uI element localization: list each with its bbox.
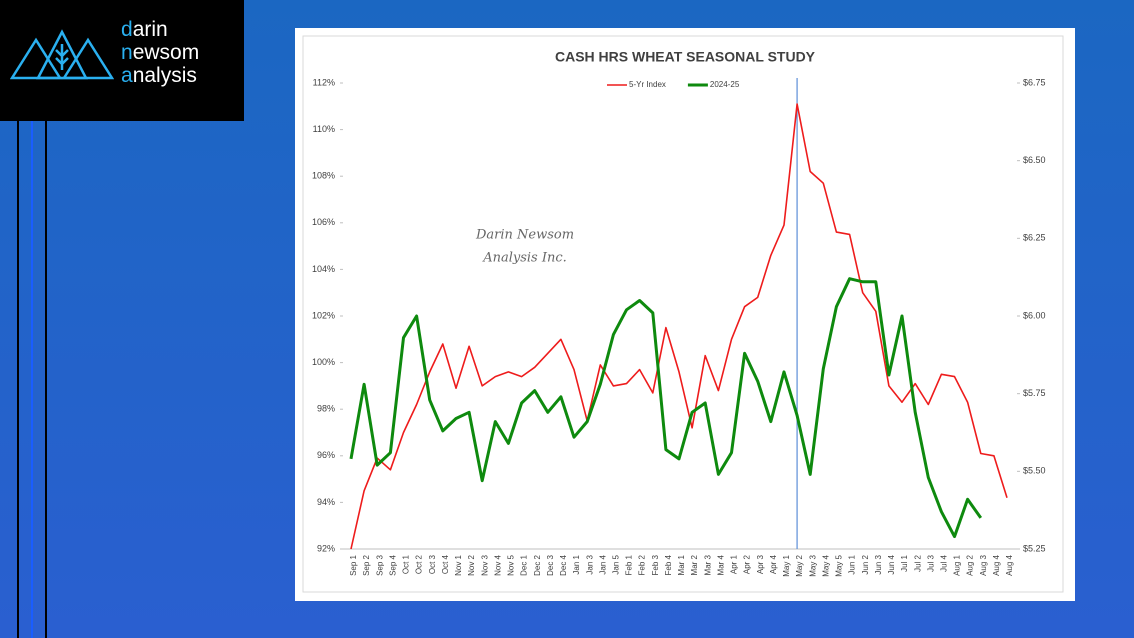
x-tick-label: Dec 2 (533, 554, 542, 575)
x-tick-label: May 5 (835, 554, 844, 576)
x-tick-label: Mar 4 (716, 554, 725, 575)
y-tick-label: 106% (312, 217, 335, 227)
y-tick-label: 110% (313, 124, 335, 134)
logo-word: newsom (121, 41, 200, 64)
x-tick-label: Jun 1 (848, 554, 857, 574)
x-tick-label: Aug 3 (979, 554, 988, 575)
chart-title: CASH HRS WHEAT SEASONAL STUDY (555, 49, 816, 65)
y2-tick-label: $6.50 (1023, 155, 1046, 165)
x-tick-label: Sep 1 (349, 554, 358, 575)
y2-tick-label: $6.00 (1023, 310, 1046, 320)
legend-label: 2024-25 (710, 80, 740, 89)
logo: darin newsom analysis (0, 0, 244, 121)
x-tick-label: May 3 (808, 554, 817, 576)
x-tick-label: Oct 1 (402, 554, 411, 574)
y-tick-label: 112% (313, 77, 335, 87)
x-tick-label: Aug 2 (966, 554, 975, 575)
x-tick-label: Feb 2 (638, 554, 647, 575)
x-tick-label: Dec 3 (546, 554, 555, 575)
x-tick-label: Oct 3 (428, 554, 437, 574)
logo-word: analysis (121, 64, 197, 87)
x-tick-label: Apr 4 (769, 554, 778, 574)
x-tick-label: Feb 3 (651, 554, 660, 575)
x-tick-label: Jan 5 (612, 554, 621, 574)
y2-tick-label: $5.50 (1023, 466, 1046, 476)
x-tick-label: Jan 1 (572, 554, 581, 574)
y-tick-label: 104% (312, 264, 335, 274)
x-tick-label: Apr 3 (756, 554, 765, 574)
chart: CASH HRS WHEAT SEASONAL STUDY Darin News… (302, 35, 1064, 593)
x-tick-label: Jul 1 (900, 554, 909, 571)
x-tick-label: Jun 3 (874, 554, 883, 574)
y2-tick-label: $6.75 (1023, 77, 1046, 87)
y-tick-label: 102% (312, 310, 335, 320)
x-tick-label: Dec 4 (559, 554, 568, 575)
y-tick-label: 98% (317, 404, 335, 414)
decor-line (17, 121, 19, 638)
x-tick-label: Nov 5 (507, 554, 516, 575)
x-tick-label: May 4 (821, 554, 830, 576)
chart-panel: CASH HRS WHEAT SEASONAL STUDY Darin News… (295, 28, 1075, 601)
y2-tick-label: $5.25 (1023, 543, 1046, 553)
legend-label: 5-Yr Index (629, 80, 666, 89)
x-tick-label: Jan 3 (585, 554, 594, 574)
y-tick-label: 92% (317, 543, 335, 553)
series-line (349, 277, 983, 539)
x-tick-label: Aug 1 (953, 554, 962, 575)
x-tick-label: Nov 4 (493, 554, 502, 575)
x-tick-label: Jun 4 (887, 554, 896, 574)
x-tick-label: May 2 (795, 554, 804, 576)
x-tick-label: Mar 3 (703, 554, 712, 575)
x-tick-label: Feb 1 (625, 554, 634, 575)
logo-icon (10, 29, 114, 80)
x-tick-label: Apr 2 (743, 554, 752, 574)
y-tick-label: 96% (317, 450, 335, 460)
x-tick-label: Feb 4 (664, 554, 673, 575)
x-tick-label: Apr 1 (730, 554, 739, 574)
x-tick-label: Nov 3 (480, 554, 489, 575)
x-tick-label: Mar 1 (677, 554, 686, 575)
decor-line (31, 121, 33, 638)
x-tick-label: May 1 (782, 554, 791, 576)
x-tick-label: Mar 2 (690, 554, 699, 575)
x-tick-label: Sep 2 (362, 554, 371, 575)
y2-tick-label: $5.75 (1023, 388, 1046, 398)
y-tick-label: 108% (312, 171, 335, 181)
x-tick-label: Jun 2 (861, 554, 870, 574)
x-tick-label: Jan 4 (598, 554, 607, 574)
decor-line (45, 121, 47, 638)
y-tick-label: 94% (317, 497, 335, 507)
x-tick-label: Jul 2 (913, 554, 922, 571)
x-tick-label: Aug 4 (1005, 554, 1014, 575)
x-tick-label: Aug 4 (992, 554, 1001, 575)
x-tick-label: Oct 2 (415, 554, 424, 574)
series-line (350, 103, 1008, 550)
logo-text: darin newsom analysis (121, 18, 199, 87)
plot-border (302, 35, 1064, 593)
y-tick-label: 100% (312, 357, 335, 367)
watermark: Darin Newsom (475, 228, 574, 243)
x-tick-label: Oct 4 (441, 554, 450, 574)
x-tick-label: Sep 4 (388, 554, 397, 575)
x-tick-label: Sep 3 (375, 554, 384, 575)
x-tick-label: Jul 4 (940, 554, 949, 571)
watermark: Analysis Inc. (482, 251, 567, 266)
x-tick-label: Nov 2 (467, 554, 476, 575)
x-tick-label: Nov 1 (454, 554, 463, 575)
x-tick-label: Jul 3 (926, 554, 935, 571)
logo-word: darin (121, 18, 168, 41)
x-tick-label: Dec 1 (520, 554, 529, 575)
y2-tick-label: $6.25 (1023, 233, 1046, 243)
